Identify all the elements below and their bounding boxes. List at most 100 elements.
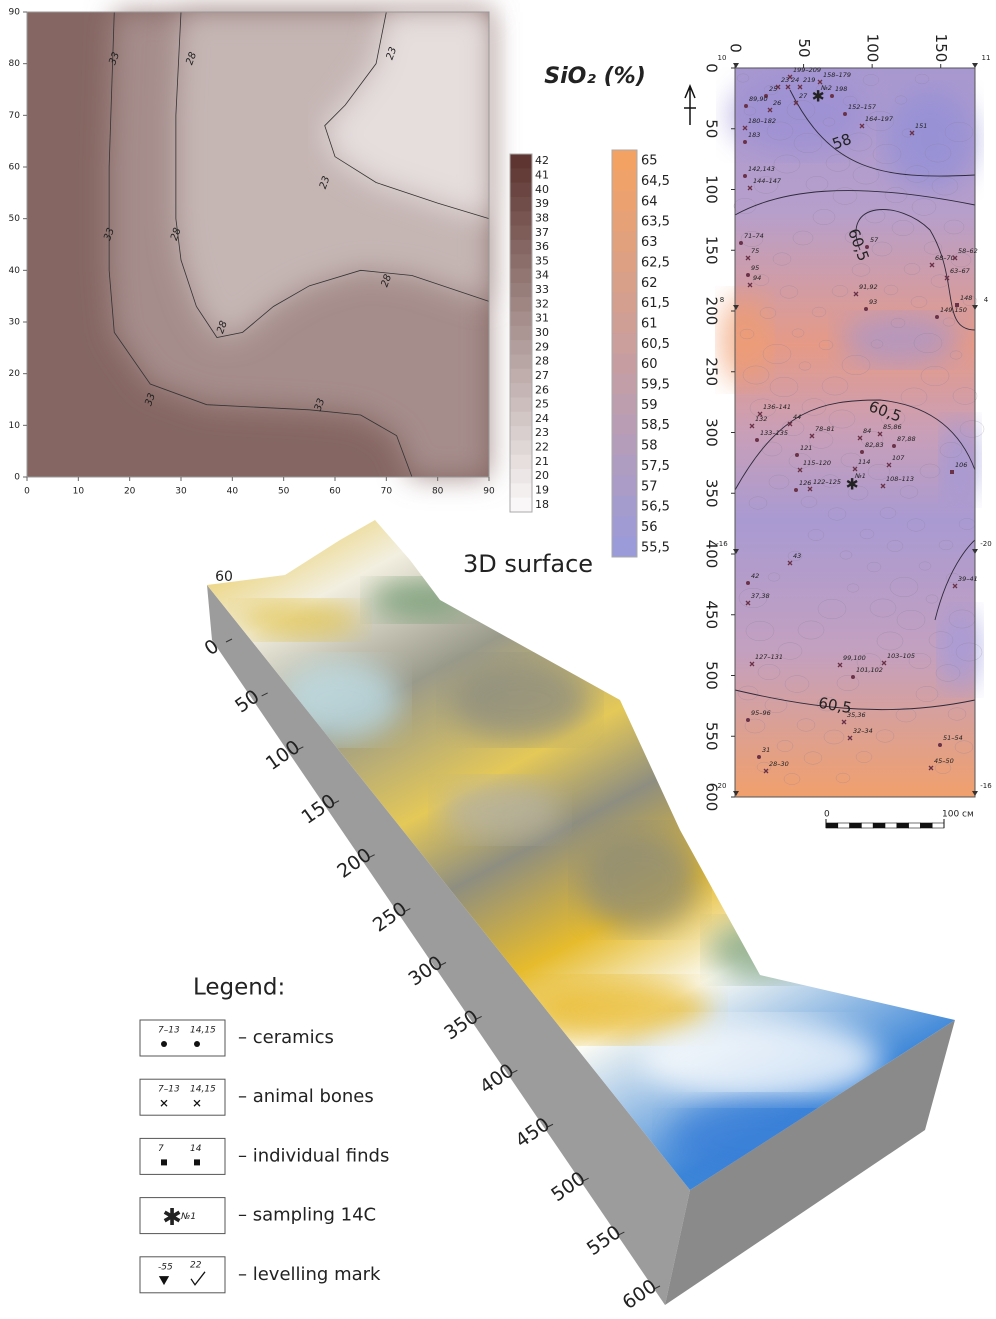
find-label: 114 [858, 458, 870, 466]
colorbar-label: 64,5 [641, 174, 670, 189]
find-label: №2 [820, 84, 832, 92]
find-label: 133–135 [760, 429, 788, 437]
colorbar-label: 35 [535, 254, 549, 267]
map-blob [720, 295, 770, 385]
levelling-mark [733, 63, 739, 68]
find-symbol: ✱ [162, 1203, 182, 1231]
surface-relief [440, 780, 560, 840]
find-symbol [743, 174, 747, 178]
colorbar-swatch [612, 496, 637, 517]
colorbar-swatch [510, 498, 532, 513]
find-label: 126 [799, 479, 811, 487]
colorbar-label: 24 [535, 412, 549, 425]
levelling-mark-label: 8 [720, 296, 724, 304]
find-symbol [795, 453, 799, 457]
colorbar-swatch [612, 354, 637, 375]
find-symbol [739, 241, 743, 245]
legend-example: 7–13 [158, 1026, 180, 1036]
find-label: 26 [773, 99, 781, 107]
find-symbol [843, 112, 847, 116]
find-label: 180–182 [748, 117, 776, 125]
colorbar-swatch [612, 455, 637, 476]
north-arrow [685, 86, 695, 125]
find-label: 132 [755, 415, 767, 423]
find-label: 107 [892, 454, 905, 462]
colorbar-swatch [510, 383, 532, 398]
y-tick-label: 40 [9, 266, 21, 276]
find-symbol [865, 245, 869, 249]
x-tick-label: 50 [278, 487, 290, 497]
y-tick-label: 250 [703, 357, 721, 386]
find-symbol [161, 1159, 167, 1165]
colorbar-label: 18 [535, 498, 549, 511]
colorbar-label: 34 [535, 269, 549, 282]
colorbar-swatch [510, 340, 532, 355]
colorbar-label: 56 [641, 520, 658, 535]
levelling-mark [972, 63, 978, 68]
find-symbol [864, 307, 868, 311]
y-tick-label: 150 [703, 236, 721, 265]
find-label: 164–197 [865, 115, 894, 123]
chart-title: SiO₂ (%) [544, 64, 646, 89]
colorbar-swatch [510, 412, 532, 427]
colorbar-label: 38 [535, 211, 549, 224]
colorbar-label: 41 [535, 168, 549, 181]
y-tick-label: 20 [9, 369, 21, 379]
scale-bar-segment [909, 823, 921, 828]
y-tick-label: 0 [14, 473, 20, 483]
map-blob [940, 610, 980, 690]
surface-relief [240, 602, 360, 638]
colorbar-label: 62,5 [641, 255, 670, 270]
legend-label: – animal bones [238, 1086, 374, 1107]
colorbar-swatch [612, 252, 637, 273]
colorbar-swatch [612, 150, 637, 171]
find-symbol [794, 488, 798, 492]
find-label: 108–113 [886, 475, 914, 483]
find-label: 82,83 [865, 441, 884, 449]
colorbar-label: 23 [535, 426, 549, 439]
colorbar-swatch [510, 283, 532, 298]
find-label: 198 [835, 85, 847, 93]
surface-relief [710, 920, 810, 980]
colorbar-label: 61,5 [641, 296, 670, 311]
find-symbol [746, 273, 750, 277]
find-label: 136–141 [763, 403, 791, 411]
find-label: 68–70 [935, 254, 955, 262]
find-label: 91,92 [859, 283, 878, 291]
x-tick-label: 80 [432, 487, 444, 497]
find-symbol [860, 450, 864, 454]
colorbar-label: 59 [641, 398, 658, 413]
find-label: 106 [955, 461, 967, 469]
scale-bar-label: 0 [824, 810, 830, 820]
colorbar-label: 37 [535, 226, 549, 239]
colorbar-swatch [612, 211, 637, 232]
levelling-mark-label: 10 [718, 54, 727, 62]
scale-bar-label: 100 см [942, 810, 974, 820]
find-label: 44 [793, 413, 801, 421]
x-tick-label: 30 [175, 487, 187, 497]
colorbar-label: 63,5 [641, 215, 670, 230]
colorbar-swatch [612, 374, 637, 395]
legend-example: -55 [158, 1262, 173, 1272]
colorbar-label: 63 [641, 235, 658, 250]
find-label: 183 [748, 131, 760, 139]
x-tick-label: 100 [864, 34, 882, 63]
find-label: 93 [869, 298, 877, 306]
find-label: 84 [863, 427, 871, 435]
x-tick-label: 0 [727, 43, 745, 53]
colorbar-swatch [510, 254, 532, 269]
colorbar-label: 19 [535, 484, 549, 497]
find-label: 28–30 [769, 760, 789, 768]
find-label: 85,86 [883, 423, 902, 431]
y-tick-label: 60 [9, 163, 21, 173]
levelling-mark-label: -20 [980, 540, 991, 548]
colorbar-label: 21 [535, 455, 549, 468]
y-tick-label: 10 [9, 421, 21, 431]
x-tick-label: 70 [381, 487, 393, 497]
scale-bar-segment [920, 823, 932, 828]
colorbar-swatch [612, 170, 637, 191]
colorbar-label: 58 [641, 439, 658, 454]
scale-bar-segment [838, 823, 850, 828]
find-label: 51–54 [943, 734, 963, 742]
x-tick-label: 60 [329, 487, 341, 497]
